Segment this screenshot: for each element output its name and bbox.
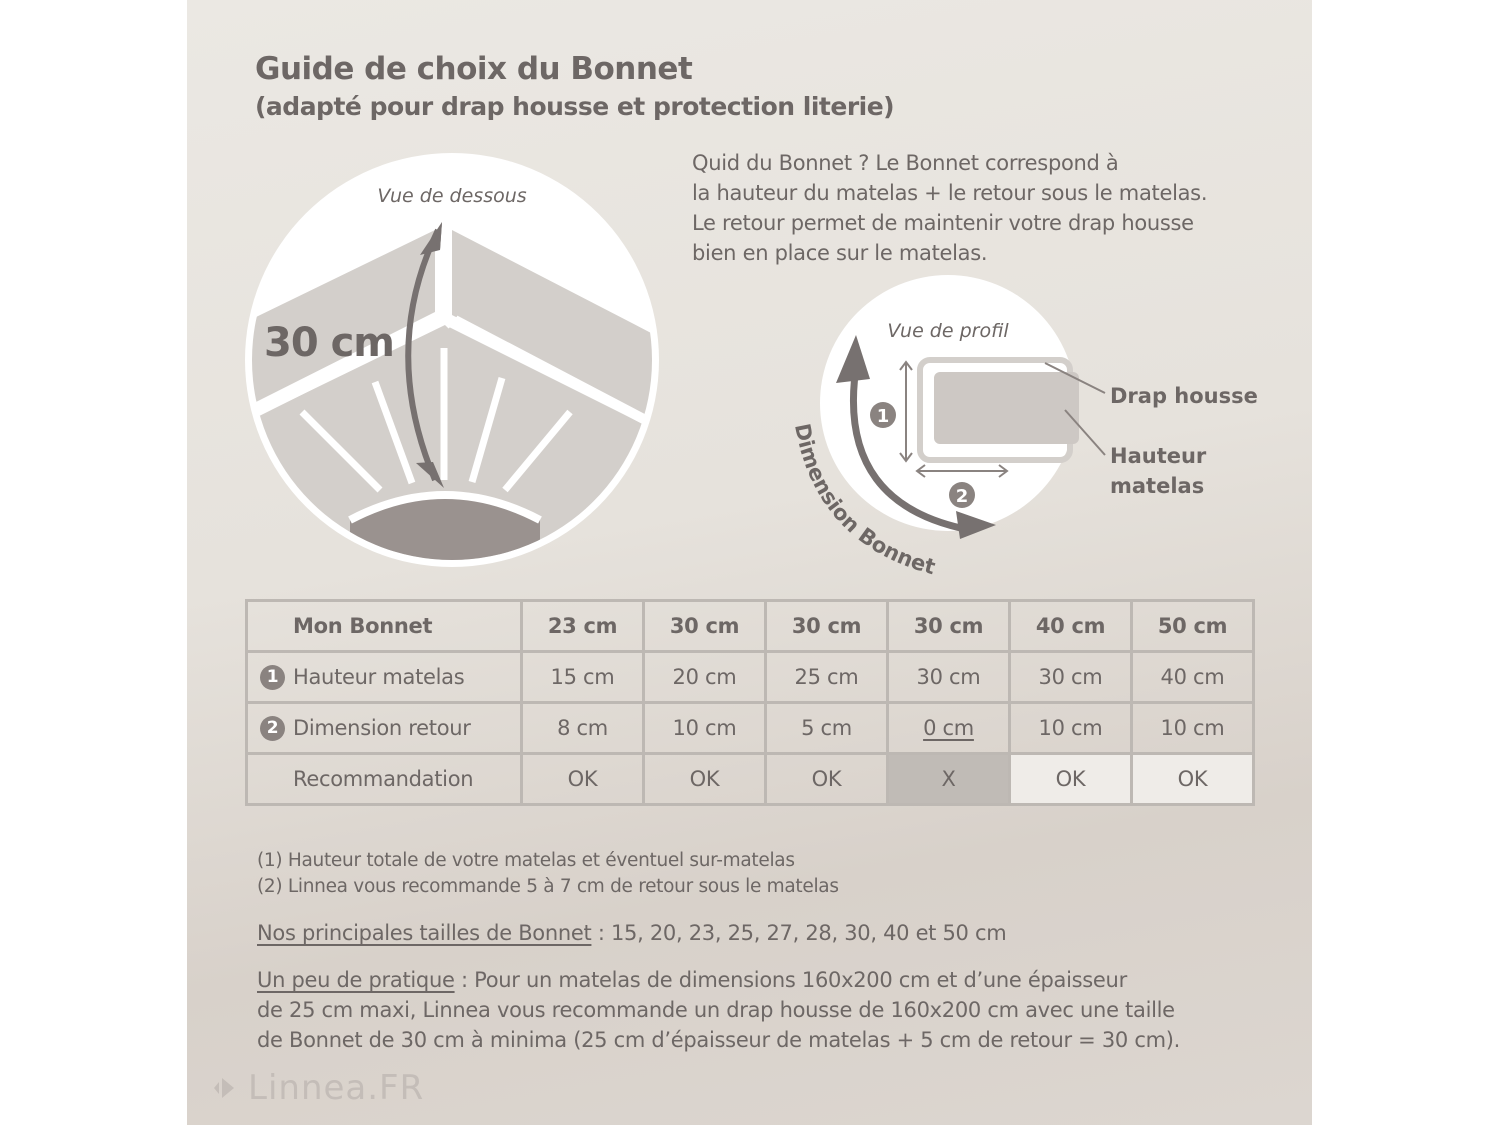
profile-view-diagram: 1 2 Vue de profil Drap housse Hauteur ma… <box>790 275 1258 579</box>
table-cell: 8 cm <box>520 701 645 755</box>
sheet-label: Drap housse <box>1110 384 1258 408</box>
row-label: Dimension retour <box>293 716 471 740</box>
table-header-cell: 30 cm <box>642 599 767 653</box>
bonnet-arrow <box>850 374 971 534</box>
table-cell: 10 cm <box>1008 701 1133 755</box>
footnote-text: Hauteur totale de votre matelas et évent… <box>287 850 795 871</box>
footnote-1: (1) Hauteur totale de votre matelas et é… <box>257 848 839 874</box>
practice-line: de 25 cm maxi, Linnea vous recommande un… <box>257 998 1175 1022</box>
table-row: 2 Dimension retour 8 cm 10 cm 5 cm 0 cm 1… <box>245 701 1255 755</box>
table-cell: 10 cm <box>1130 701 1255 755</box>
table-cell: 30 cm <box>886 650 1011 704</box>
footnote-marker: (2) <box>257 876 283 897</box>
practice-line: de Bonnet de 30 cm à minima (25 cm d’épa… <box>257 1028 1181 1052</box>
table-cell: 5 cm <box>764 701 889 755</box>
bonnet-measure-label: 30 cm <box>264 320 394 366</box>
row-label-cell: 1 Hauteur matelas <box>245 650 523 704</box>
marker-1-badge <box>870 402 896 428</box>
row-label-cell: Recommandation <box>245 752 523 806</box>
linnea-logo: Linnea.FR <box>210 1068 424 1108</box>
footnote-text: Linnea vous recommande 5 à 7 cm de retou… <box>287 876 839 897</box>
intro-line: bien en place sur le matelas. <box>692 241 988 265</box>
table-cell: OK <box>1130 752 1255 806</box>
header-label: Mon Bonnet <box>293 614 433 638</box>
measure-arrow <box>405 228 441 482</box>
profile-view-label: Vue de profil <box>887 320 1009 342</box>
table-cell: 20 cm <box>642 650 767 704</box>
footnotes: (1) Hauteur totale de votre matelas et é… <box>257 848 839 900</box>
table-header-cell: Mon Bonnet <box>245 599 523 653</box>
practice-line: : Pour un matelas de dimensions 160x200 … <box>454 968 1127 992</box>
row-label-cell: 2 Dimension retour <box>245 701 523 755</box>
mattress-side-left <box>252 230 435 405</box>
table-cell: OK <box>642 752 767 806</box>
table-cell: 30 cm <box>1008 650 1133 704</box>
table-header-cell: 30 cm <box>886 599 1011 653</box>
sizes-text: Nos principales tailles de Bonnet : 15, … <box>257 918 1007 948</box>
table-cell: 15 cm <box>520 650 645 704</box>
footnote-marker: (1) <box>257 850 283 871</box>
zero-retour-value: 0 cm <box>923 716 974 740</box>
table-header-cell: 40 cm <box>1008 599 1133 653</box>
mattress-shape <box>934 372 1079 444</box>
page-title: Guide de choix du Bonnet <box>255 51 693 87</box>
footnote-2: (2) Linnea vous recommande 5 à 7 cm de r… <box>257 874 839 900</box>
table-header-cell: 23 cm <box>520 599 645 653</box>
marker-2-text: 2 <box>956 486 969 507</box>
row-label: Recommandation <box>293 767 474 791</box>
intro-line: Quid du Bonnet ? Le Bonnet correspond à <box>692 151 1119 175</box>
bottom-view-diagram: Vue de dessous 30 cm <box>245 153 659 567</box>
practice-text: Un peu de pratique : Pour un matelas de … <box>257 965 1180 1055</box>
height-label-1: Hauteur <box>1110 444 1207 468</box>
height-label-2: matelas <box>1110 474 1204 498</box>
page-subtitle: (adapté pour drap housse et protection l… <box>255 92 895 121</box>
table-row: Recommandation OK OK OK X OK OK <box>245 752 1255 806</box>
intro-line: Le retour permet de maintenir votre drap… <box>692 211 1194 235</box>
table-row: 1 Hauteur matelas 15 cm 20 cm 25 cm 30 cm… <box>245 650 1255 704</box>
table-header-cell: 30 cm <box>764 599 889 653</box>
rejected-cell: X <box>886 752 1011 806</box>
table-cell: OK <box>1008 752 1133 806</box>
marker-2-badge: 2 <box>260 715 285 741</box>
bottom-view-label: Vue de dessous <box>377 185 526 207</box>
sizes-values: : 15, 20, 23, 25, 27, 28, 30, 40 et 50 c… <box>591 921 1007 945</box>
table-header-row: Mon Bonnet 23 cm 30 cm 30 cm 30 cm 40 cm… <box>245 599 1255 653</box>
table-cell: 0 cm <box>886 701 1011 755</box>
table-cell: OK <box>764 752 889 806</box>
table-cell: OK <box>520 752 645 806</box>
sizes-label: Nos principales tailles de Bonnet <box>257 921 592 945</box>
intro-text: Quid du Bonnet ? Le Bonnet correspond à … <box>692 148 1252 268</box>
leaf-logo-icon <box>214 1078 234 1098</box>
intro-line: la hauteur du matelas + le retour sous l… <box>692 181 1208 205</box>
mattress-side-right <box>452 230 652 420</box>
bonnet-table: Mon Bonnet 23 cm 30 cm 30 cm 30 cm 40 cm… <box>245 599 1255 806</box>
row-label: Hauteur matelas <box>293 665 465 689</box>
marker-2-badge <box>949 482 975 508</box>
marker-1-text: 1 <box>877 406 890 427</box>
table-cell: 25 cm <box>764 650 889 704</box>
table-header-cell: 50 cm <box>1130 599 1255 653</box>
logo-text: Linnea.FR <box>248 1068 425 1108</box>
table-cell: 10 cm <box>642 701 767 755</box>
practice-label: Un peu de pratique <box>257 968 455 992</box>
table-cell: 40 cm <box>1130 650 1255 704</box>
marker-1-badge: 1 <box>260 664 285 690</box>
